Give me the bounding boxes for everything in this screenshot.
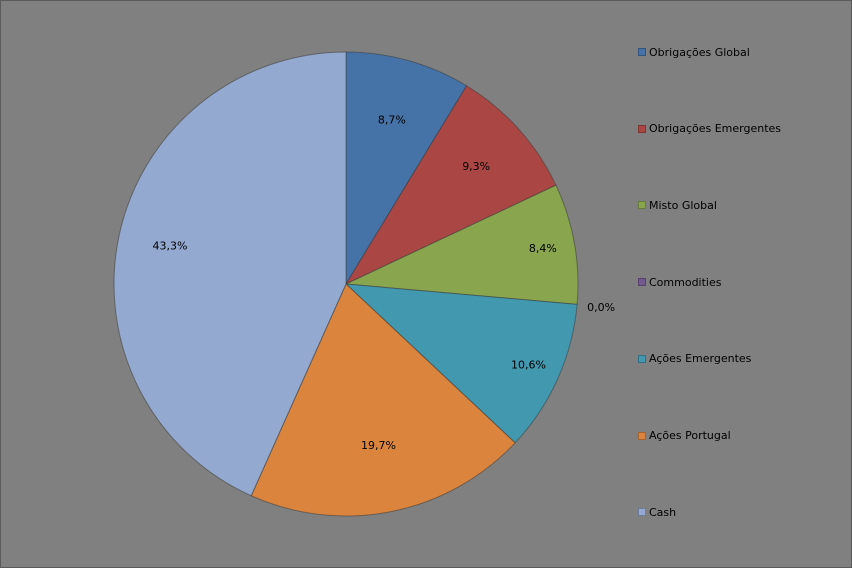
- legend-item-6: Ações Portugal: [638, 428, 731, 444]
- data-label-6: 19,7%: [361, 439, 396, 452]
- legend-label-1: Obrigações Global: [649, 45, 750, 59]
- legend-item-1: Obrigações Global: [638, 44, 750, 60]
- data-label-2: 9,3%: [462, 160, 490, 173]
- legend-swatch-6: [638, 431, 646, 440]
- data-label-3: 8,4%: [529, 242, 557, 255]
- legend-label-2: Obrigações Emergentes: [649, 122, 782, 136]
- pie-slice-2: [344, 85, 557, 286]
- legend-swatch-7: [638, 508, 646, 517]
- pie-slice-1: [345, 51, 468, 286]
- legend-swatch-5: [638, 354, 646, 363]
- legend-item-5: Ações Emergentes: [638, 351, 751, 367]
- data-label-7: 43,3%: [152, 239, 187, 252]
- legend-label-4: Commodities: [649, 275, 722, 289]
- legend-label-6: Ações Portugal: [649, 429, 731, 442]
- pie-slice-6: [250, 283, 516, 517]
- legend-item-2: Obrigações Emergentes: [638, 121, 781, 137]
- data-label-4: 0,0%: [587, 301, 615, 314]
- data-label-5: 10,6%: [511, 359, 546, 372]
- legend-swatch-2: [638, 124, 646, 133]
- pie-slice-7: [113, 51, 347, 497]
- data-label-1: 8,7%: [378, 113, 406, 126]
- legend-swatch-1: [638, 48, 646, 56]
- legend-item-7: Cash: [638, 504, 676, 520]
- legend-label-3: Misto Global: [649, 198, 717, 212]
- legend-label-7: Cash: [649, 505, 677, 519]
- legend-item-4: Commodities: [638, 274, 721, 290]
- legend-label-5: Ações Emergentes: [649, 352, 752, 366]
- legend-item-3: Misto Global: [638, 197, 717, 213]
- pie-slice-5: [344, 283, 578, 444]
- pie-slice-3: [344, 184, 579, 305]
- legend-swatch-4: [638, 278, 646, 287]
- legend-swatch-3: [638, 201, 646, 210]
